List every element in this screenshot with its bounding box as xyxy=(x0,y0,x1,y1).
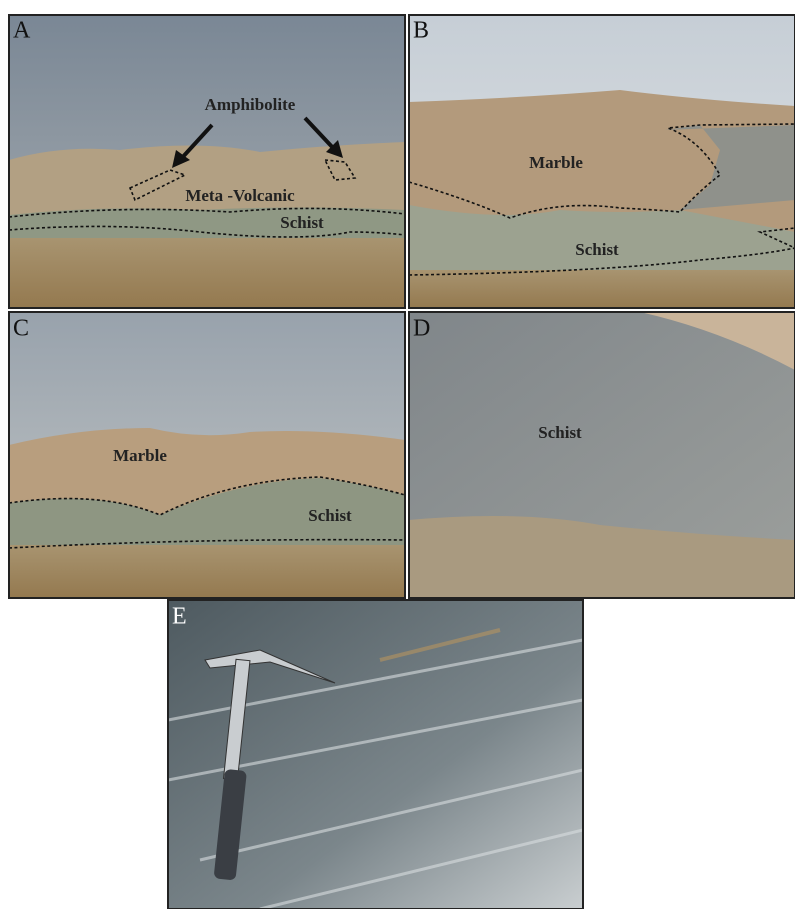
unit-label: Schist xyxy=(308,506,352,525)
photo-d xyxy=(409,312,795,598)
panel-letter: B xyxy=(413,18,429,44)
panel-letter: C xyxy=(13,316,29,342)
panel-letter: A xyxy=(13,18,31,44)
unit-label: Schist xyxy=(538,423,582,442)
panel-letter: D xyxy=(413,316,430,342)
unit-label: Meta -Volcanic xyxy=(185,186,295,205)
photo-e xyxy=(168,600,583,909)
frames xyxy=(8,14,795,909)
unit-label: Amphibolite xyxy=(205,95,296,114)
photo-a xyxy=(9,15,405,308)
unit-label: Schist xyxy=(575,240,619,259)
photo-c xyxy=(9,312,405,598)
unit-label: Marble xyxy=(529,153,583,172)
unit-label: Marble xyxy=(113,446,167,465)
photo-b xyxy=(409,15,795,308)
panel-letter: E xyxy=(172,604,187,630)
unit-label: Schist xyxy=(280,213,324,232)
